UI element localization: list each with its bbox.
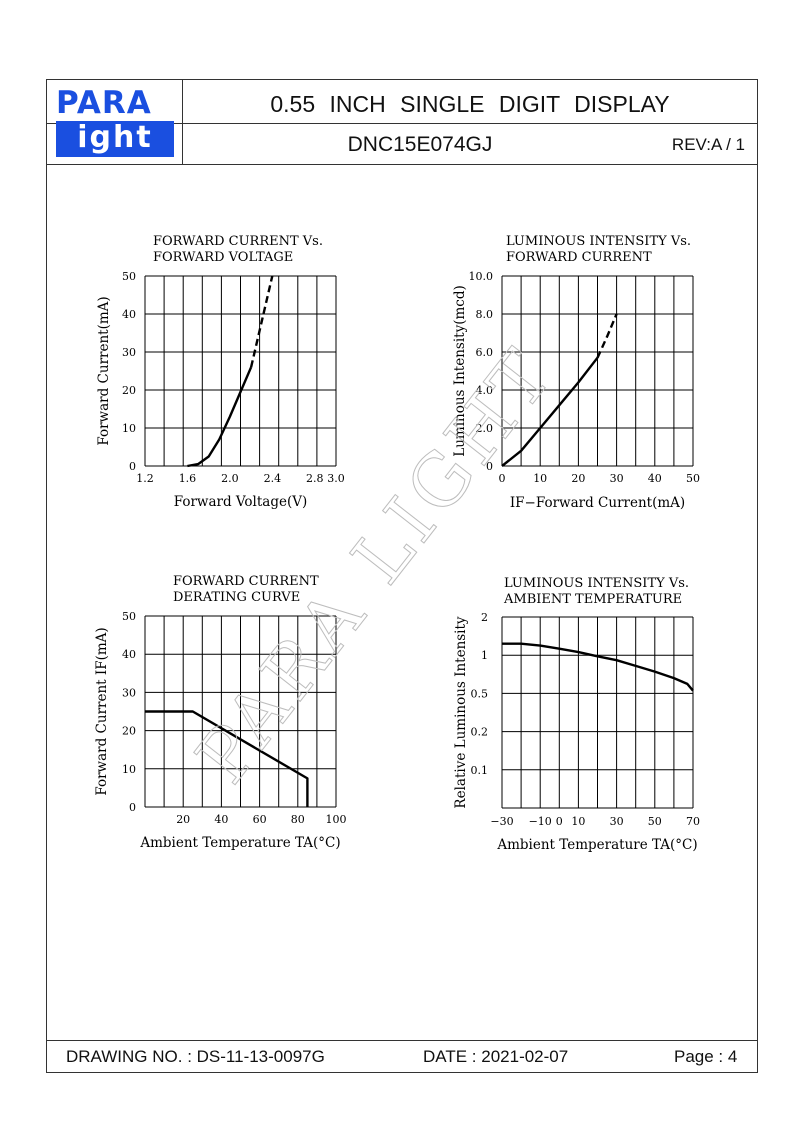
y-tick-label: 0.5	[471, 687, 489, 700]
header-bottom-line	[46, 164, 758, 165]
revision: REV:A / 1	[671, 135, 745, 154]
chart-title: FORWARD CURRENT	[506, 250, 652, 265]
y-axis-label: Forward Current(mA)	[96, 296, 112, 445]
x-tick-label: 30	[610, 472, 624, 485]
x-tick-label: 20	[176, 813, 190, 826]
x-axis-label: Ambient Temperature TA(°C)	[496, 837, 697, 853]
y-tick-label: 30	[122, 686, 136, 699]
logo-divider	[182, 79, 183, 164]
y-tick-label: 50	[122, 270, 136, 283]
x-tick-label: −30	[490, 815, 513, 828]
x-tick-label: 1.2	[136, 472, 154, 485]
y-tick-label: 8.0	[476, 308, 494, 321]
x-axis-label: Forward Voltage(V)	[174, 494, 308, 510]
company-logo: PARA ight	[56, 87, 174, 157]
series-line	[187, 366, 253, 468]
part-number: DNC15E074GJ	[347, 133, 493, 156]
logo-top-text: PARA	[56, 85, 152, 121]
x-tick-label: −10	[529, 815, 552, 828]
y-tick-label: 0.1	[471, 764, 489, 777]
y-tick-label: 50	[122, 610, 136, 623]
x-tick-label: 10	[571, 815, 585, 828]
x-tick-label: 3.0	[327, 472, 345, 485]
chart-1: FORWARD CURRENT Vs.FORWARD VOLTAGE 1.2 1.6…	[96, 234, 345, 510]
x-tick-label: 2.0	[221, 472, 239, 485]
chart-title: AMBIENT TEMPERATURE	[503, 592, 682, 607]
y-tick-label: 20	[122, 384, 136, 397]
x-axis-label: Ambient Temperature TA(°C)	[139, 835, 340, 851]
x-tick-label: 1.6	[179, 472, 197, 485]
y-tick-label: 30	[122, 346, 136, 359]
y-tick-label: 40	[122, 308, 136, 321]
x-axis-label: IF−Forward Current(mA)	[510, 495, 685, 511]
x-tick-label: 50	[648, 815, 662, 828]
y-tick-label: 6.0	[476, 346, 494, 359]
y-tick-label: 10	[122, 422, 136, 435]
y-tick-label: 40	[122, 648, 136, 661]
page-frame	[46, 79, 758, 1073]
chart-title: FORWARD CURRENT Vs.	[153, 234, 323, 249]
y-tick-label: 1	[481, 649, 488, 662]
chart-title: LUMINOUS INTENSITY Vs.	[504, 576, 689, 591]
y-axis-label: Luminous Intensity(mcd)	[452, 285, 468, 457]
chart-title: FORWARD CURRENT	[173, 574, 319, 589]
document-title: 0.55 INCH SINGLE DIGIT DISPLAY	[270, 91, 670, 117]
y-axis-label: Forward Current IF(mA)	[94, 627, 110, 795]
x-tick-label: 10	[533, 472, 547, 485]
x-tick-label: 50	[686, 472, 700, 485]
y-tick-label: 0	[129, 801, 136, 814]
drawing-number: DRAWING NO. : DS-11-13-0097G	[66, 1047, 325, 1066]
y-tick-label: 4.0	[476, 384, 494, 397]
series-line-dashed	[249, 275, 274, 368]
watermark-text: PARA LIGHT	[180, 331, 571, 798]
page-number: Page : 4	[674, 1047, 738, 1066]
y-tick-label: 10.0	[469, 270, 494, 283]
x-tick-label: 80	[291, 813, 305, 826]
chart-title: LUMINOUS INTENSITY Vs.	[506, 234, 691, 249]
x-tick-label: 0	[499, 472, 506, 485]
x-tick-label: 60	[253, 813, 267, 826]
document-date: DATE : 2021-02-07	[423, 1047, 569, 1066]
y-tick-label: 2	[481, 611, 488, 624]
y-axis-label: Relative Luminous Intensity	[453, 616, 469, 808]
y-tick-label: 0	[129, 460, 136, 473]
y-tick-label: 2.0	[476, 422, 494, 435]
x-tick-label: 30	[610, 815, 624, 828]
x-tick-label: 40	[648, 472, 662, 485]
logo-bottom-text: ight	[56, 121, 174, 157]
series-line-dashed	[596, 313, 618, 359]
footer-divider	[46, 1040, 758, 1041]
chart-2: LUMINOUS INTENSITY Vs.FORWARD CURRENT 0 10…	[452, 234, 700, 511]
x-tick-label: 40	[214, 813, 228, 826]
series-line	[145, 710, 309, 807]
x-tick-label: 0	[556, 815, 563, 828]
y-tick-label: 10	[122, 763, 136, 776]
x-tick-label: 100	[326, 813, 347, 826]
chart-4: LUMINOUS INTENSITY Vs.AMBIENT TEMPERATUR…	[453, 576, 700, 853]
y-tick-label: 20	[122, 725, 136, 738]
series-line	[502, 642, 694, 692]
x-tick-label: 70	[686, 815, 700, 828]
y-tick-label: 0	[486, 460, 493, 473]
series-line	[501, 356, 599, 467]
chart-title: DERATING CURVE	[173, 590, 300, 605]
chart-title: FORWARD VOLTAGE	[153, 250, 293, 265]
header-divider	[46, 123, 758, 124]
y-tick-label: 0.2	[471, 726, 489, 739]
x-tick-label: 2.8	[306, 472, 324, 485]
x-tick-label: 20	[571, 472, 585, 485]
x-tick-label: 2.4	[264, 472, 282, 485]
